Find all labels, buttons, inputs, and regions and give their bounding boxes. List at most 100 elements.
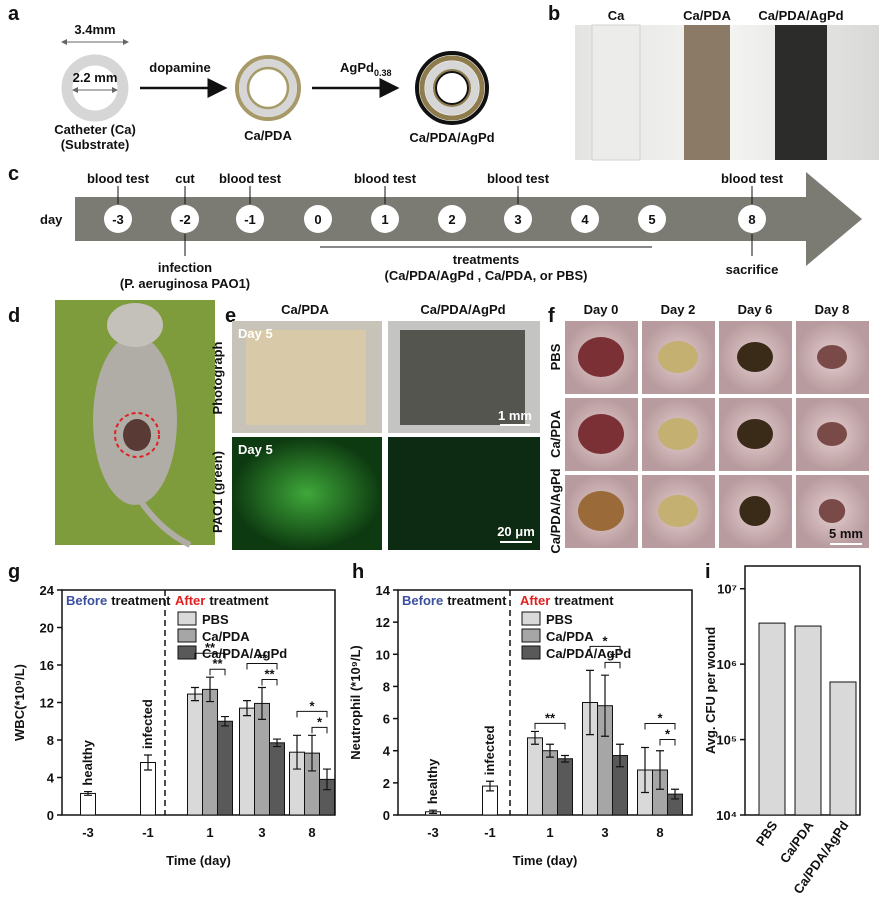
- day-label: 0: [314, 212, 321, 227]
- error-bar: [323, 768, 331, 791]
- significance-bracket: [209, 668, 226, 676]
- y-tick-label: 10⁷: [717, 582, 737, 597]
- bar-annotation: healthy: [80, 739, 95, 785]
- error-bar: [486, 780, 494, 792]
- panel-label: b: [548, 3, 560, 25]
- y-tick-label: 10⁵: [716, 733, 737, 748]
- wound: [658, 495, 698, 527]
- day-label: Day 5: [238, 326, 273, 341]
- error-bar: [258, 686, 266, 720]
- x-tick-label: 1: [206, 825, 213, 840]
- day-marker: [504, 205, 532, 233]
- day-label: 3: [514, 212, 521, 227]
- column-label: Ca/PDA: [281, 302, 329, 317]
- chart: h 0 2 4 6 8 10 12 14 Neutrophil (*10⁹/L) Before tre…: [348, 561, 693, 868]
- caption: infection: [158, 260, 212, 275]
- significance-label: **: [205, 640, 216, 655]
- row-label: PAO1 (green): [210, 451, 225, 533]
- panel-a: a 3.4mm 2.2 mm Catheter (Ca) (Substrate)…: [8, 3, 495, 152]
- day-marker: [236, 205, 264, 233]
- event-label: blood test: [219, 171, 282, 186]
- event-label: blood test: [487, 171, 550, 186]
- caption: Ca/PDA/AgPd: [409, 130, 494, 145]
- significance-bracket: [589, 645, 621, 653]
- row-label: Ca/PDA: [548, 410, 563, 458]
- legend-label: Ca/PDA: [202, 629, 250, 644]
- x-tick-label: 8: [656, 825, 663, 840]
- significance-label: **: [212, 656, 223, 671]
- x-tick-label: -1: [142, 825, 154, 840]
- wound: [817, 345, 847, 369]
- event-label: cut: [175, 171, 195, 186]
- y-tick-label: 2: [383, 776, 390, 791]
- error-bar: [601, 674, 609, 737]
- column-label: Ca/PDA/AgPd: [420, 302, 505, 317]
- tube: [684, 25, 730, 160]
- legend-label: Ca/PDA: [546, 629, 594, 644]
- wound: [658, 418, 698, 450]
- error-bar: [656, 750, 664, 790]
- significance-bracket: [311, 726, 328, 734]
- ring: [235, 55, 301, 121]
- significance-label: **: [257, 651, 268, 666]
- dimension-label: 3.4mm: [74, 22, 115, 37]
- significance-bracket: [659, 739, 676, 746]
- scale-label: 20 μm: [497, 524, 535, 539]
- phase-word: treatment: [111, 593, 171, 608]
- y-tick-label: 0: [47, 808, 54, 823]
- subscript: 0.38: [374, 68, 392, 78]
- phase-word: treatment: [554, 593, 614, 608]
- error-bar: [586, 669, 594, 736]
- error-bar: [293, 734, 301, 770]
- y-tick-label: 4: [383, 744, 391, 759]
- wound: [578, 414, 624, 454]
- column-label: Day 6: [738, 302, 773, 317]
- y-axis-label: Avg. CFU per wound: [703, 627, 718, 754]
- significance-bracket: [246, 663, 278, 670]
- wound: [578, 337, 624, 377]
- legend-swatch: [521, 611, 541, 626]
- tail: [137, 498, 192, 548]
- wound: [658, 341, 698, 373]
- day-marker: [104, 205, 132, 233]
- significance-bracket: [604, 661, 621, 669]
- error-bar: [191, 686, 199, 702]
- y-tick-label: 4: [47, 771, 55, 786]
- panel-label: e: [225, 305, 236, 327]
- y-tick-label: 10: [376, 647, 390, 662]
- scale-label: 1 mm: [498, 408, 532, 423]
- bar: [217, 720, 233, 816]
- day-label: Day 5: [238, 442, 273, 457]
- error-bar: [84, 790, 92, 796]
- column-label: Day 2: [661, 302, 696, 317]
- x-tick-label: 8: [308, 825, 315, 840]
- wound: [737, 342, 773, 372]
- y-axis-label: WBC(*10⁹/L): [12, 664, 27, 741]
- caption: (P. aeruginosa PAO1): [120, 276, 250, 291]
- error-bar: [561, 754, 569, 763]
- bar: [829, 681, 857, 816]
- day-label: -3: [112, 212, 124, 227]
- column-label: Day 8: [815, 302, 850, 317]
- error-bar: [429, 809, 437, 814]
- bar: [202, 688, 218, 816]
- tube: [775, 25, 827, 160]
- wound: [739, 496, 771, 526]
- day-label: 2: [448, 212, 455, 227]
- day-marker: [304, 205, 332, 233]
- caption: sacrifice: [726, 262, 779, 277]
- step-label: AgPd0.38: [340, 60, 391, 78]
- y-tick-label: 10⁴: [716, 808, 737, 823]
- error-bar: [221, 715, 229, 727]
- day-marker: [738, 205, 766, 233]
- caption: treatments: [453, 252, 519, 267]
- wound: [578, 491, 624, 531]
- sample-label: Ca/PDA/AgPd: [758, 8, 843, 23]
- significance-label: *: [657, 711, 663, 726]
- wound: [817, 422, 847, 446]
- ring: [425, 61, 479, 115]
- phase-word: Before: [66, 593, 107, 608]
- significance-bracket: [534, 722, 566, 730]
